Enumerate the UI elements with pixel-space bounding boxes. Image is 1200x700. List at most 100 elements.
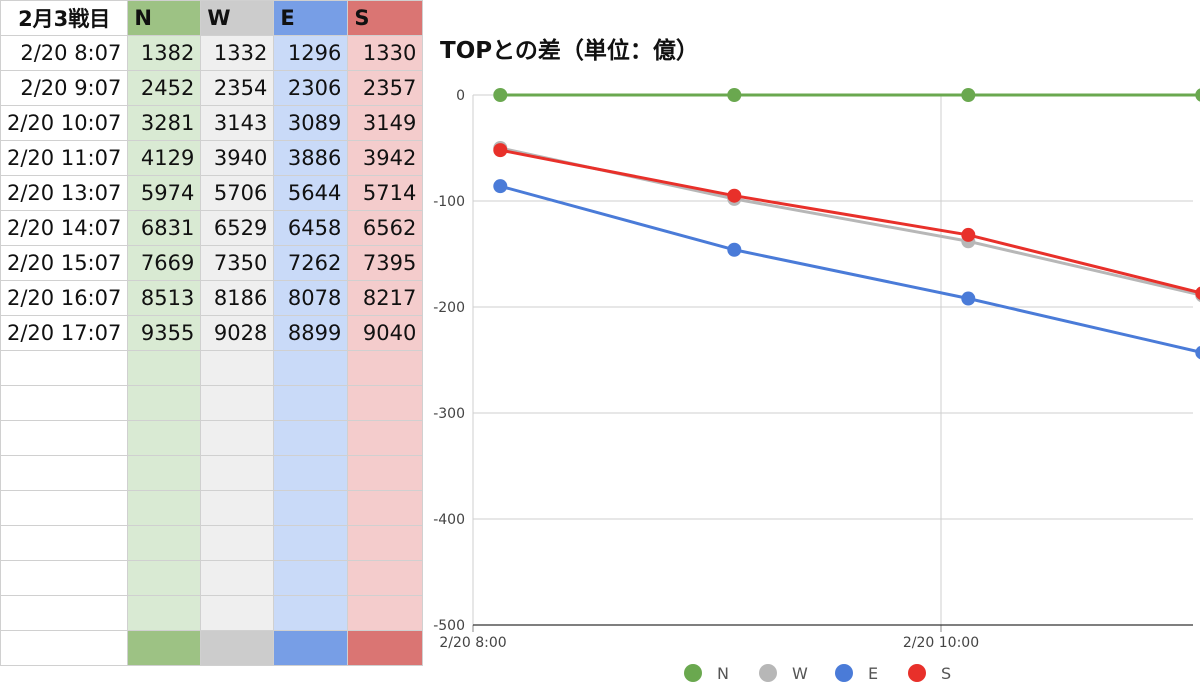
value-cell-s[interactable]: 8217 bbox=[347, 280, 424, 316]
value-cell-e[interactable]: 7262 bbox=[273, 245, 349, 281]
value-cell-n[interactable]: 7669 bbox=[127, 245, 202, 281]
value-cell-e[interactable]: 1296 bbox=[273, 35, 349, 71]
empty-cell[interactable] bbox=[127, 385, 202, 421]
time-cell[interactable]: 2/20 14:07 bbox=[0, 210, 129, 246]
y-tick-label: -300 bbox=[433, 406, 465, 422]
empty-cell[interactable] bbox=[200, 385, 275, 421]
empty-cell[interactable] bbox=[273, 630, 349, 666]
empty-cell[interactable] bbox=[200, 630, 275, 666]
empty-cell[interactable] bbox=[127, 490, 202, 526]
value-cell-n[interactable]: 9355 bbox=[127, 315, 202, 351]
value-cell-e[interactable]: 3886 bbox=[273, 140, 349, 176]
empty-cell[interactable] bbox=[200, 455, 275, 491]
value-cell-n[interactable]: 8513 bbox=[127, 280, 202, 316]
value-cell-w[interactable]: 1332 bbox=[200, 35, 275, 71]
value-cell-w[interactable]: 3143 bbox=[200, 105, 275, 141]
empty-cell[interactable] bbox=[200, 595, 275, 631]
value-cell-w[interactable]: 5706 bbox=[200, 175, 275, 211]
empty-cell[interactable] bbox=[0, 385, 129, 421]
value-cell-w[interactable]: 2354 bbox=[200, 70, 275, 106]
empty-cell[interactable] bbox=[200, 525, 275, 561]
value-cell-s[interactable]: 7395 bbox=[347, 245, 424, 281]
value-cell-n[interactable]: 6831 bbox=[127, 210, 202, 246]
time-cell[interactable]: 2/20 9:07 bbox=[0, 70, 129, 106]
value-cell-s[interactable]: 1330 bbox=[347, 35, 424, 71]
value-cell-s[interactable]: 3942 bbox=[347, 140, 424, 176]
time-cell[interactable]: 2/20 11:07 bbox=[0, 140, 129, 176]
empty-cell[interactable] bbox=[0, 455, 129, 491]
y-tick-label: -500 bbox=[433, 618, 465, 634]
empty-cell[interactable] bbox=[347, 350, 424, 386]
empty-cell[interactable] bbox=[127, 525, 202, 561]
value-cell-e[interactable]: 6458 bbox=[273, 210, 349, 246]
value-cell-w[interactable]: 8186 bbox=[200, 280, 275, 316]
time-cell[interactable]: 2/20 15:07 bbox=[0, 245, 129, 281]
value-cell-s[interactable]: 2357 bbox=[347, 70, 424, 106]
empty-cell[interactable] bbox=[0, 595, 129, 631]
value-cell-w[interactable]: 9028 bbox=[200, 315, 275, 351]
table-row: 2/20 15:07 7669 7350 7262 7395 bbox=[0, 245, 424, 281]
empty-cell[interactable] bbox=[347, 525, 424, 561]
empty-cell[interactable] bbox=[347, 560, 424, 596]
empty-cell[interactable] bbox=[127, 350, 202, 386]
empty-cell[interactable] bbox=[0, 525, 129, 561]
empty-cell[interactable] bbox=[0, 420, 129, 456]
empty-cell[interactable] bbox=[127, 420, 202, 456]
value-cell-e[interactable]: 5644 bbox=[273, 175, 349, 211]
empty-cell[interactable] bbox=[127, 560, 202, 596]
empty-cell[interactable] bbox=[0, 350, 129, 386]
value-cell-n[interactable]: 3281 bbox=[127, 105, 202, 141]
column-header-s[interactable]: S bbox=[347, 0, 424, 36]
time-cell[interactable]: 2/20 17:07 bbox=[0, 315, 129, 351]
value-cell-n[interactable]: 4129 bbox=[127, 140, 202, 176]
empty-cell[interactable] bbox=[127, 455, 202, 491]
empty-cell[interactable] bbox=[273, 525, 349, 561]
value-cell-w[interactable]: 3940 bbox=[200, 140, 275, 176]
time-cell[interactable]: 2/20 10:07 bbox=[0, 105, 129, 141]
data-point-e bbox=[493, 179, 508, 194]
value-cell-s[interactable]: 6562 bbox=[347, 210, 424, 246]
column-header-e[interactable]: E bbox=[273, 0, 349, 36]
empty-cell[interactable] bbox=[273, 490, 349, 526]
empty-cell[interactable] bbox=[200, 420, 275, 456]
empty-cell[interactable] bbox=[200, 350, 275, 386]
empty-cell[interactable] bbox=[273, 560, 349, 596]
value-cell-e[interactable]: 3089 bbox=[273, 105, 349, 141]
empty-cell[interactable] bbox=[347, 385, 424, 421]
column-header-w[interactable]: W bbox=[200, 0, 275, 36]
empty-cell[interactable] bbox=[347, 595, 424, 631]
empty-cell[interactable] bbox=[273, 455, 349, 491]
empty-cell[interactable] bbox=[347, 420, 424, 456]
value-cell-e[interactable]: 8899 bbox=[273, 315, 349, 351]
empty-cell[interactable] bbox=[273, 350, 349, 386]
empty-cell[interactable] bbox=[273, 420, 349, 456]
value-cell-w[interactable]: 6529 bbox=[200, 210, 275, 246]
time-cell[interactable]: 2/20 13:07 bbox=[0, 175, 129, 211]
value-cell-s[interactable]: 5714 bbox=[347, 175, 424, 211]
empty-cell[interactable] bbox=[273, 385, 349, 421]
empty-cell[interactable] bbox=[0, 560, 129, 596]
empty-cell[interactable] bbox=[347, 630, 424, 666]
empty-cell[interactable] bbox=[273, 595, 349, 631]
value-cell-s[interactable]: 9040 bbox=[347, 315, 424, 351]
empty-cell[interactable] bbox=[127, 595, 202, 631]
value-cell-e[interactable]: 2306 bbox=[273, 70, 349, 106]
empty-cell[interactable] bbox=[200, 560, 275, 596]
empty-cell[interactable] bbox=[200, 490, 275, 526]
time-cell[interactable]: 2/20 8:07 bbox=[0, 35, 129, 71]
value-cell-n[interactable]: 5974 bbox=[127, 175, 202, 211]
empty-cell[interactable] bbox=[0, 630, 129, 666]
empty-cell[interactable] bbox=[347, 490, 424, 526]
empty-cell[interactable] bbox=[127, 630, 202, 666]
empty-cell[interactable] bbox=[347, 455, 424, 491]
value-cell-n[interactable]: 2452 bbox=[127, 70, 202, 106]
value-cell-w[interactable]: 7350 bbox=[200, 245, 275, 281]
value-cell-e[interactable]: 8078 bbox=[273, 280, 349, 316]
series-line-s bbox=[500, 148, 1200, 295]
column-header-n[interactable]: N bbox=[127, 0, 202, 36]
empty-cell[interactable] bbox=[0, 490, 129, 526]
value-cell-s[interactable]: 3149 bbox=[347, 105, 424, 141]
value-cell-n[interactable]: 1382 bbox=[127, 35, 202, 71]
time-cell[interactable]: 2/20 16:07 bbox=[0, 280, 129, 316]
table-title-cell[interactable]: 2月3戦目 bbox=[0, 0, 129, 36]
